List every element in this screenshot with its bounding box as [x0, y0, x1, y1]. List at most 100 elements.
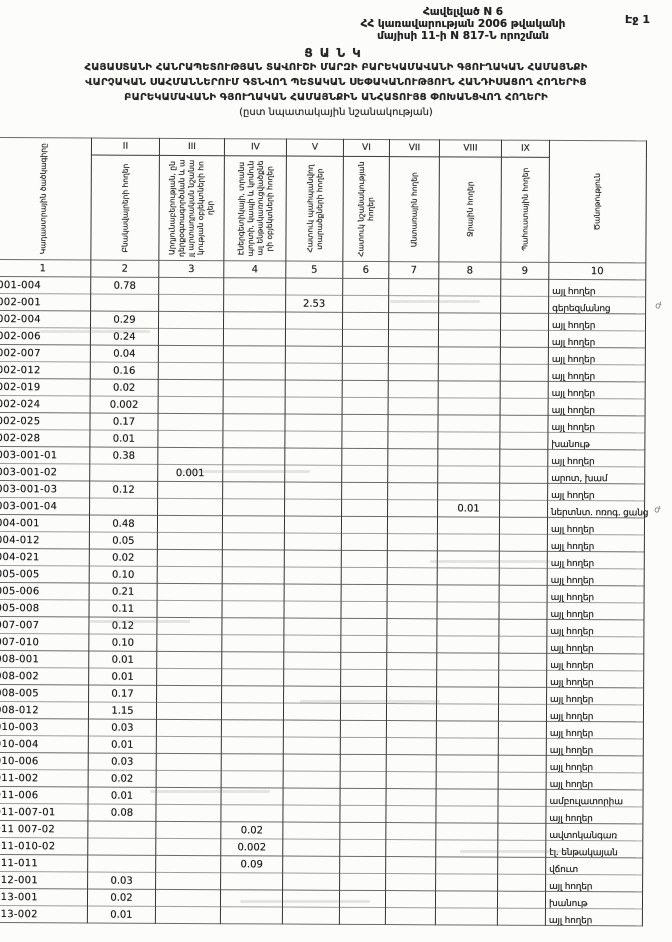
cell-area-value: [158, 311, 224, 329]
cell-area-value: [285, 380, 343, 398]
table-row: 013-002 0.01 այլ հողեր: [0, 905, 643, 927]
cell-area-value: [339, 907, 386, 925]
cell-area-value: [156, 736, 222, 754]
cell-area-value: [341, 465, 388, 483]
cell-area-value: [155, 821, 221, 839]
cell-area-value: [221, 770, 284, 789]
cell-cadastral-code: 010-004: [0, 735, 89, 753]
cell-note: այլ հողեր: [548, 330, 646, 348]
cell-area-value: [221, 600, 285, 619]
cell-area-value: [157, 413, 224, 431]
cell-area-value: [341, 567, 388, 585]
cell-area-value: [388, 397, 439, 415]
cell-area-value: [435, 907, 498, 926]
cell-area-value: [341, 414, 389, 432]
scan-artifact: [40, 330, 150, 333]
cell-note: արոտ, խամ: [547, 466, 645, 484]
cell-cadastral-code: 013-001: [0, 888, 88, 906]
cell-area-value: [158, 294, 224, 312]
column-number-cell: 5: [285, 261, 343, 279]
cell-area-value: [436, 771, 499, 790]
cell-area-value: [387, 567, 438, 585]
cell-area-value: [437, 567, 500, 586]
cell-cadastral-code: 011-006: [0, 786, 89, 804]
cell-cadastral-code: 013-002: [0, 905, 88, 923]
cell-area-value: [387, 414, 439, 432]
cell-area-value: [157, 583, 223, 601]
cell-note: ավտոկանգառ: [545, 823, 643, 841]
column-header-col4: Էներգետիկայի, տրանսպորտի, կապի և կոմունա…: [223, 155, 287, 262]
cell-area-value: [283, 635, 341, 653]
cell-area-value: [222, 447, 285, 466]
column-number-cell: 6: [342, 261, 389, 279]
cell-cadastral-code: 011-007-01: [0, 803, 89, 821]
roman-numeral-cell: VI: [343, 139, 390, 157]
cell-area-value: [497, 908, 546, 926]
cell-area-value: [438, 397, 501, 416]
cell-area-value: [157, 481, 223, 499]
cell-area-value: [89, 464, 158, 482]
appendix-reference: Հավելված N 6 ՀՀ կառավարության 2006 թվակա…: [318, 6, 608, 42]
cell-area-value: [342, 295, 389, 313]
cell-note: այլ հողեր: [546, 772, 644, 790]
cell-cadastral-code: 003-001-04: [0, 497, 90, 516]
note-text: այլ հողեր: [548, 915, 593, 927]
appendix-line-3: մայիսի 11-ի N 817-Ն որոշման: [377, 30, 549, 42]
cell-cadastral-code: 005-005: [0, 565, 90, 583]
cell-area-value: [157, 566, 223, 584]
cell-cadastral-code: 011 007-02: [0, 820, 88, 838]
cell-area-value: [284, 516, 342, 534]
cell-area-value: [436, 737, 499, 756]
cell-cadastral-code: 002-007: [0, 344, 91, 363]
roman-numeral-cell: III: [159, 138, 225, 156]
cell-area-value: [499, 449, 548, 467]
cell-cadastral-code: 001-004: [0, 276, 91, 295]
cell-area-value: [497, 874, 546, 892]
column-header-label: Էներգետիկայի, տրանսպորտի, կապի և կոմունա…: [235, 160, 274, 257]
cell-area-value: [221, 685, 284, 704]
cell-note: գերեզմանոց ժ: [548, 296, 662, 314]
cell-area-value: [386, 601, 438, 619]
cell-area-value: [388, 295, 439, 313]
cell-area-value: 0.48: [89, 515, 158, 533]
cell-area-value: [499, 432, 548, 450]
cell-cadastral-code: 003-001-03: [0, 480, 90, 499]
cell-area-value: [282, 890, 340, 908]
cell-area-value: [341, 550, 388, 568]
scan-artifact: [390, 300, 480, 303]
cell-area-value: [282, 907, 340, 925]
cell-area-value: [156, 685, 222, 703]
cell-area-value: [339, 856, 386, 874]
cell-area-value: [498, 755, 547, 773]
cell-area-value: [220, 872, 283, 891]
cell-area-value: [283, 703, 341, 721]
column-header-label: Ջրային հողեր: [465, 181, 475, 238]
cell-area-value: [221, 702, 284, 721]
cell-area-value: [436, 669, 499, 688]
cell-area-value: [283, 669, 341, 687]
column-number-cell: 7: [388, 261, 439, 279]
cell-area-value: [342, 346, 389, 364]
cell-area-value: [223, 294, 286, 313]
cell-area-value: [437, 482, 500, 501]
cell-area-value: [499, 483, 548, 501]
column-number-cell: 1: [0, 259, 91, 278]
handwritten-margin-mark: ժ: [653, 504, 662, 516]
cell-area-value: [500, 296, 549, 314]
cell-area-value: [498, 687, 547, 705]
cell-note: այլ հողեր: [548, 381, 646, 399]
cell-area-value: [435, 839, 498, 858]
cell-area-value: 0.02: [88, 769, 157, 788]
cell-area-value: [87, 820, 156, 839]
cell-area-value: [283, 737, 341, 755]
cell-note: այլ հողեր: [546, 670, 644, 688]
cell-area-value: [438, 380, 501, 399]
cell-area-value: [498, 670, 547, 688]
cell-area-value: [436, 788, 499, 807]
cell-area-value: [436, 686, 499, 705]
cell-area-value: [285, 397, 343, 415]
column-number-cell: 10: [548, 262, 646, 280]
column-header-col3: Արդյունաբերության, ընդերքօգտագործման և ա…: [158, 155, 225, 261]
cell-area-value: [284, 499, 342, 517]
